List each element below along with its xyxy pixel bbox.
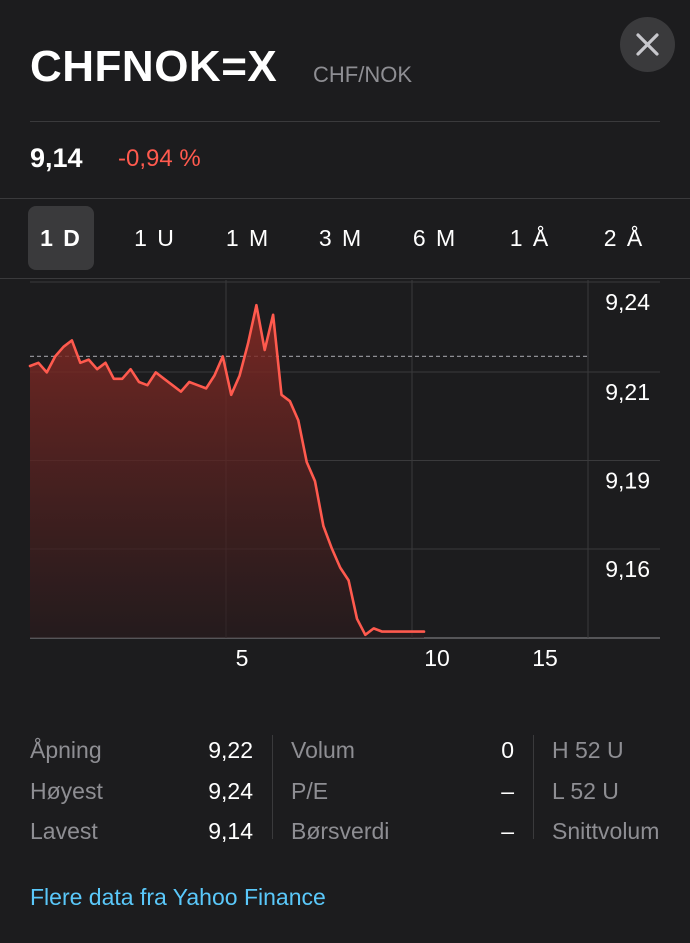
x-tick-label: 5 <box>236 645 249 671</box>
y-tick-label: 9,24 <box>605 289 650 315</box>
tab-1u[interactable]: 1 U <box>134 224 176 251</box>
tab-1m[interactable]: 1 M <box>225 224 271 251</box>
stat-label-52w-low: L 52 U <box>552 778 619 804</box>
price-change: -0,94 % <box>118 145 201 172</box>
stat-label-market-cap: Børsverdi <box>291 818 390 844</box>
stat-value-high: 9,24 <box>208 778 253 804</box>
price-line <box>28 303 426 637</box>
tabs-divider <box>0 278 690 279</box>
stat-value-market-cap: – <box>501 818 514 844</box>
yahoo-finance-link[interactable]: Flere data fra Yahoo Finance <box>30 884 326 910</box>
stat-label-low: Lavest <box>30 818 98 844</box>
stat-value-pe: – <box>501 778 514 804</box>
y-tick-label: 9,19 <box>605 468 650 494</box>
quote-divider <box>0 198 690 199</box>
price-area-fill <box>30 305 424 638</box>
stat-value-volume: 0 <box>501 737 514 763</box>
close-icon <box>636 33 659 56</box>
y-tick-label: 9,16 <box>605 556 650 582</box>
ticker-symbol: CHFNOK=X <box>30 42 278 91</box>
y-tick-label: 9,21 <box>605 379 650 405</box>
stat-label-avg-volume: Snittvolum <box>552 818 660 844</box>
stat-value-low: 9,14 <box>208 818 253 844</box>
current-price: 9,14 <box>30 143 83 173</box>
tab-1a[interactable]: 1 Å <box>509 224 551 251</box>
currency-pair-label: CHF/NOK <box>313 62 412 87</box>
stat-label-volume: Volum <box>291 737 355 763</box>
stat-label-pe: P/E <box>291 778 329 804</box>
stat-label-high: Høyest <box>30 778 103 804</box>
stat-label-open: Åpning <box>30 737 102 763</box>
close-button[interactable] <box>620 17 675 72</box>
x-tick-label: 15 <box>532 645 558 671</box>
header-divider <box>30 121 660 122</box>
price-chart[interactable]: 9,24 9,21 9,19 9,16 5 10 15 <box>0 280 690 680</box>
tab-3m[interactable]: 3 M <box>318 224 364 251</box>
stat-value-open: 9,22 <box>208 737 253 763</box>
stat-label-52w-high: H 52 U <box>552 737 624 763</box>
tab-6m[interactable]: 6 M <box>412 224 458 251</box>
x-tick-label: 10 <box>424 645 450 671</box>
tab-1d[interactable]: 1 D <box>28 206 94 270</box>
stats-column-divider <box>533 735 534 839</box>
tab-2a[interactable]: 2 Å <box>603 224 645 251</box>
stats-column-divider <box>272 735 273 839</box>
